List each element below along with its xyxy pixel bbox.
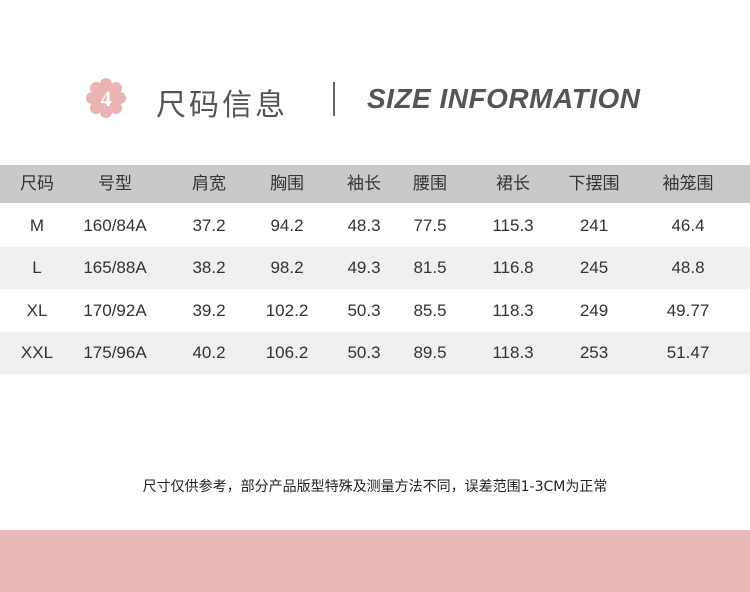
table-cell: 39.2 [192, 301, 226, 320]
table-cell: 241 [579, 216, 609, 235]
table-cell: 89.5 [413, 343, 447, 362]
table-cell: 118.3 [492, 301, 534, 320]
table-cell: M [29, 216, 45, 235]
table-cell: 51.47 [666, 343, 710, 362]
title-chinese: 尺码信息 [156, 88, 288, 123]
table-cell: XXL [20, 343, 54, 362]
table-cell: 77.5 [413, 216, 447, 235]
table-cell: 98.2 [270, 258, 304, 277]
column-header: 下摆围 [568, 174, 620, 194]
column-header: 尺码 [20, 174, 54, 194]
table-cell: 81.5 [413, 258, 447, 277]
table-cell: 249 [579, 301, 609, 320]
title-english: SIZE INFORMATION [367, 83, 641, 114]
table-header: 尺码 号型 肩宽 胸围 袖长 腰围 裙长 下摆围 袖笼围 [0, 165, 750, 203]
flower-number-badge-icon: 4 [86, 78, 126, 118]
table-cell: 37.2 [192, 216, 226, 235]
table-cell: 118.3 [492, 343, 534, 362]
table-cell: 165/88A [83, 258, 147, 277]
column-header: 裙长 [496, 174, 530, 194]
table-cell: XL [26, 301, 48, 320]
table-cell: 50.3 [347, 343, 381, 362]
column-header: 腰围 [413, 174, 447, 194]
footer-band [0, 530, 750, 592]
table-cell: 245 [579, 258, 609, 277]
table-row: L 165/88A 38.2 98.2 49.3 81.5 116.8 245 48.8 [0, 247, 750, 289]
table-cell: 48.3 [347, 216, 381, 235]
table-cell: 49.3 [347, 258, 381, 277]
table-row: XXL 175/96A 40.2 106.2 50.3 89.5 118.3 253 51.47 [0, 332, 750, 374]
column-header: 袖笼围 [662, 174, 714, 194]
table-cell: 38.2 [192, 258, 226, 277]
table-cell: 160/84A [83, 216, 147, 235]
table-cell: 116.8 [492, 258, 534, 277]
table-row: M 160/84A 37.2 94.2 48.3 77.5 115.3 241 46.4 [0, 205, 750, 247]
badge-number: 4 [101, 86, 112, 111]
table-row: XL 170/92A 39.2 102.2 50.3 85.5 118.3 249 49.77 [0, 290, 750, 332]
column-header: 胸围 [270, 174, 304, 194]
table-cell: 94.2 [270, 216, 304, 235]
column-header: 肩宽 [192, 174, 226, 194]
table-cell: 49.77 [666, 301, 710, 320]
table-cell: 175/96A [83, 343, 147, 362]
column-header: 号型 [98, 174, 132, 194]
table-cell: 102.2 [265, 301, 309, 320]
table-cell: L [32, 258, 42, 277]
table-cell: 170/92A [83, 301, 147, 320]
column-header: 袖长 [347, 174, 381, 194]
table-cell: 115.3 [492, 216, 534, 235]
title-divider [333, 82, 335, 116]
table-cell: 40.2 [192, 343, 226, 362]
measurement-note: 尺寸仅供参考，部分产品版型特殊及测量方法不同，误差范围1-3CM为正常 [142, 479, 608, 495]
table-cell: 48.8 [671, 258, 705, 277]
table-cell: 85.5 [413, 301, 447, 320]
table-cell: 253 [579, 343, 609, 362]
table-cell: 106.2 [265, 343, 309, 362]
table-cell: 46.4 [671, 216, 705, 235]
table-cell: 50.3 [347, 301, 381, 320]
